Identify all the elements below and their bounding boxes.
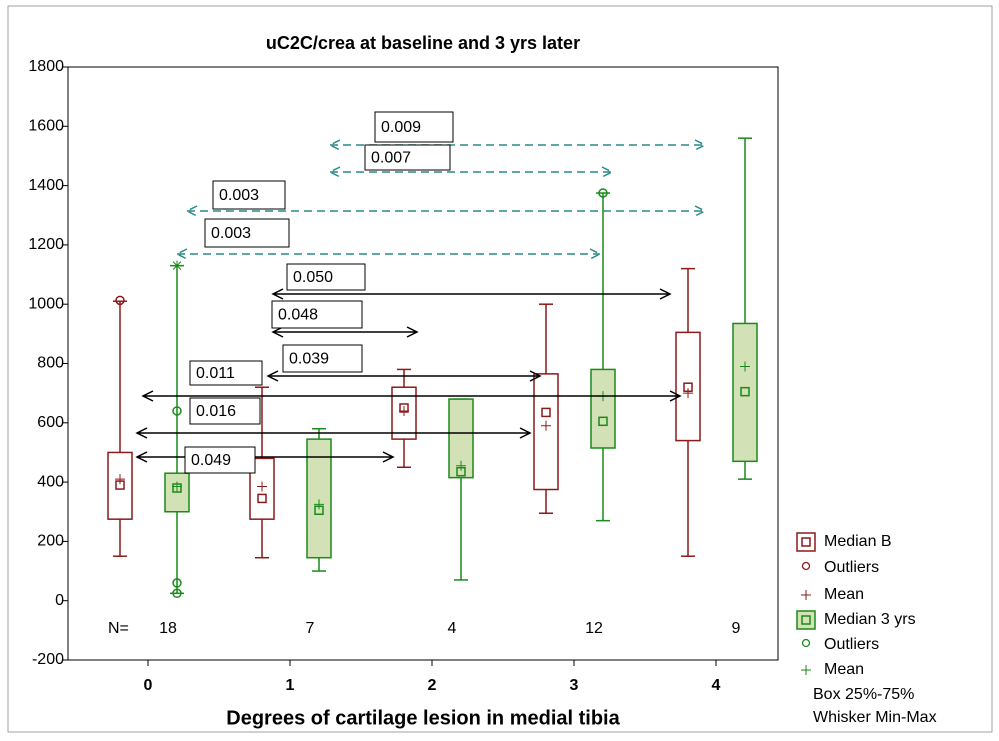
n-value: 7 bbox=[306, 620, 315, 637]
median-marker bbox=[541, 407, 551, 418]
comparison-arrow bbox=[141, 390, 682, 402]
annotation: 0.049 bbox=[191, 452, 231, 469]
mean-marker bbox=[399, 405, 409, 416]
y-tick-label: 0 bbox=[55, 592, 64, 609]
legend-swatch bbox=[801, 615, 811, 625]
box bbox=[590, 368, 616, 449]
annotation: 0.050 bbox=[293, 269, 333, 286]
comparison-arrow bbox=[271, 288, 672, 300]
comparison-arrow bbox=[266, 370, 542, 382]
annotation-box bbox=[212, 180, 286, 210]
annotation-box bbox=[364, 144, 451, 171]
median-marker bbox=[257, 493, 267, 504]
y-tick-label: 600 bbox=[37, 414, 64, 431]
outlier bbox=[598, 188, 608, 198]
n-label: N= bbox=[108, 620, 129, 637]
n-value: 18 bbox=[159, 620, 177, 637]
legend-label: Median 3 yrs bbox=[824, 611, 916, 628]
mean-marker bbox=[115, 474, 125, 485]
annotation-box bbox=[184, 446, 256, 474]
legend-label: Outliers bbox=[824, 559, 879, 576]
legend-label: Outliers bbox=[824, 636, 879, 653]
annotation: 0.007 bbox=[371, 150, 411, 167]
y-tick-label: 1000 bbox=[28, 295, 64, 312]
legend-label: Median B bbox=[824, 533, 892, 550]
legend-swatch bbox=[796, 532, 816, 552]
box bbox=[306, 438, 332, 559]
mean-marker bbox=[541, 420, 551, 431]
outlier bbox=[172, 406, 182, 416]
n-value: 12 bbox=[585, 620, 603, 637]
comparison-arrow bbox=[135, 427, 532, 439]
n-value: 4 bbox=[448, 620, 457, 637]
mean-marker bbox=[456, 460, 466, 471]
mean-marker bbox=[683, 388, 693, 399]
mean-marker bbox=[740, 361, 750, 372]
comparison-arrow bbox=[271, 326, 419, 338]
y-tick-label: -200 bbox=[32, 651, 64, 668]
box bbox=[675, 331, 701, 442]
outlier bbox=[172, 588, 182, 599]
annotation-box bbox=[271, 300, 363, 329]
y-tick-label: 200 bbox=[37, 533, 64, 550]
legend-swatch bbox=[801, 665, 811, 675]
y-tick-label: 400 bbox=[37, 473, 64, 490]
comparison-arrow bbox=[328, 139, 707, 151]
median-marker bbox=[740, 386, 750, 397]
annotation: 0.003 bbox=[219, 187, 259, 204]
extreme bbox=[172, 260, 182, 271]
annotation: 0.009 bbox=[381, 119, 421, 136]
x-tick-label: 3 bbox=[570, 677, 579, 694]
x-tick-label: 2 bbox=[428, 677, 437, 694]
annotation: 0.003 bbox=[211, 225, 251, 242]
legend-swatch bbox=[801, 537, 811, 547]
outlier bbox=[172, 578, 182, 588]
legend-label: Mean bbox=[824, 586, 864, 603]
box bbox=[732, 322, 758, 463]
median-marker bbox=[598, 416, 608, 427]
annotation: 0.048 bbox=[278, 307, 318, 324]
comparison-arrow bbox=[185, 205, 707, 217]
y-tick-label: 1600 bbox=[28, 118, 64, 135]
box bbox=[107, 451, 133, 520]
annotation-box bbox=[282, 344, 363, 373]
y-tick-label: 800 bbox=[37, 355, 64, 372]
mean-marker bbox=[172, 481, 182, 492]
legend-label: Mean bbox=[824, 661, 864, 678]
annotation-box bbox=[189, 397, 261, 425]
legend-swatch bbox=[801, 590, 811, 600]
x-axis-label: Degrees of cartilage lesion in medial ti… bbox=[226, 707, 620, 729]
x-tick-label: 0 bbox=[144, 677, 153, 694]
chart-title: uC2C/crea at baseline and 3 yrs later bbox=[266, 33, 580, 53]
legend-swatch bbox=[801, 561, 811, 571]
x-tick-label: 4 bbox=[712, 677, 721, 694]
annotation-box bbox=[189, 360, 263, 386]
annotation-box bbox=[286, 263, 366, 291]
mean-marker bbox=[314, 499, 324, 510]
annotation-box bbox=[204, 218, 290, 248]
annotation: 0.011 bbox=[196, 365, 235, 382]
legend-label: Box 25%-75% bbox=[813, 686, 914, 703]
annotation: 0.039 bbox=[289, 351, 329, 368]
legend-swatch bbox=[801, 638, 811, 648]
legend-label: Whisker Min-Max bbox=[813, 709, 937, 726]
y-tick-label: 1200 bbox=[28, 236, 64, 253]
y-tick-label: 1400 bbox=[28, 177, 64, 194]
mean-marker bbox=[257, 481, 267, 492]
x-tick-label: 1 bbox=[286, 677, 295, 694]
n-value: 9 bbox=[732, 620, 741, 637]
box bbox=[533, 373, 559, 491]
legend-swatch bbox=[796, 610, 816, 630]
comparison-arrow bbox=[175, 248, 602, 260]
annotation: 0.016 bbox=[196, 403, 236, 420]
annotation-box bbox=[374, 111, 454, 143]
y-tick-label: 1800 bbox=[28, 58, 64, 75]
comparison-arrow bbox=[135, 451, 395, 463]
outlier bbox=[115, 295, 125, 306]
comparison-arrow bbox=[328, 166, 614, 178]
